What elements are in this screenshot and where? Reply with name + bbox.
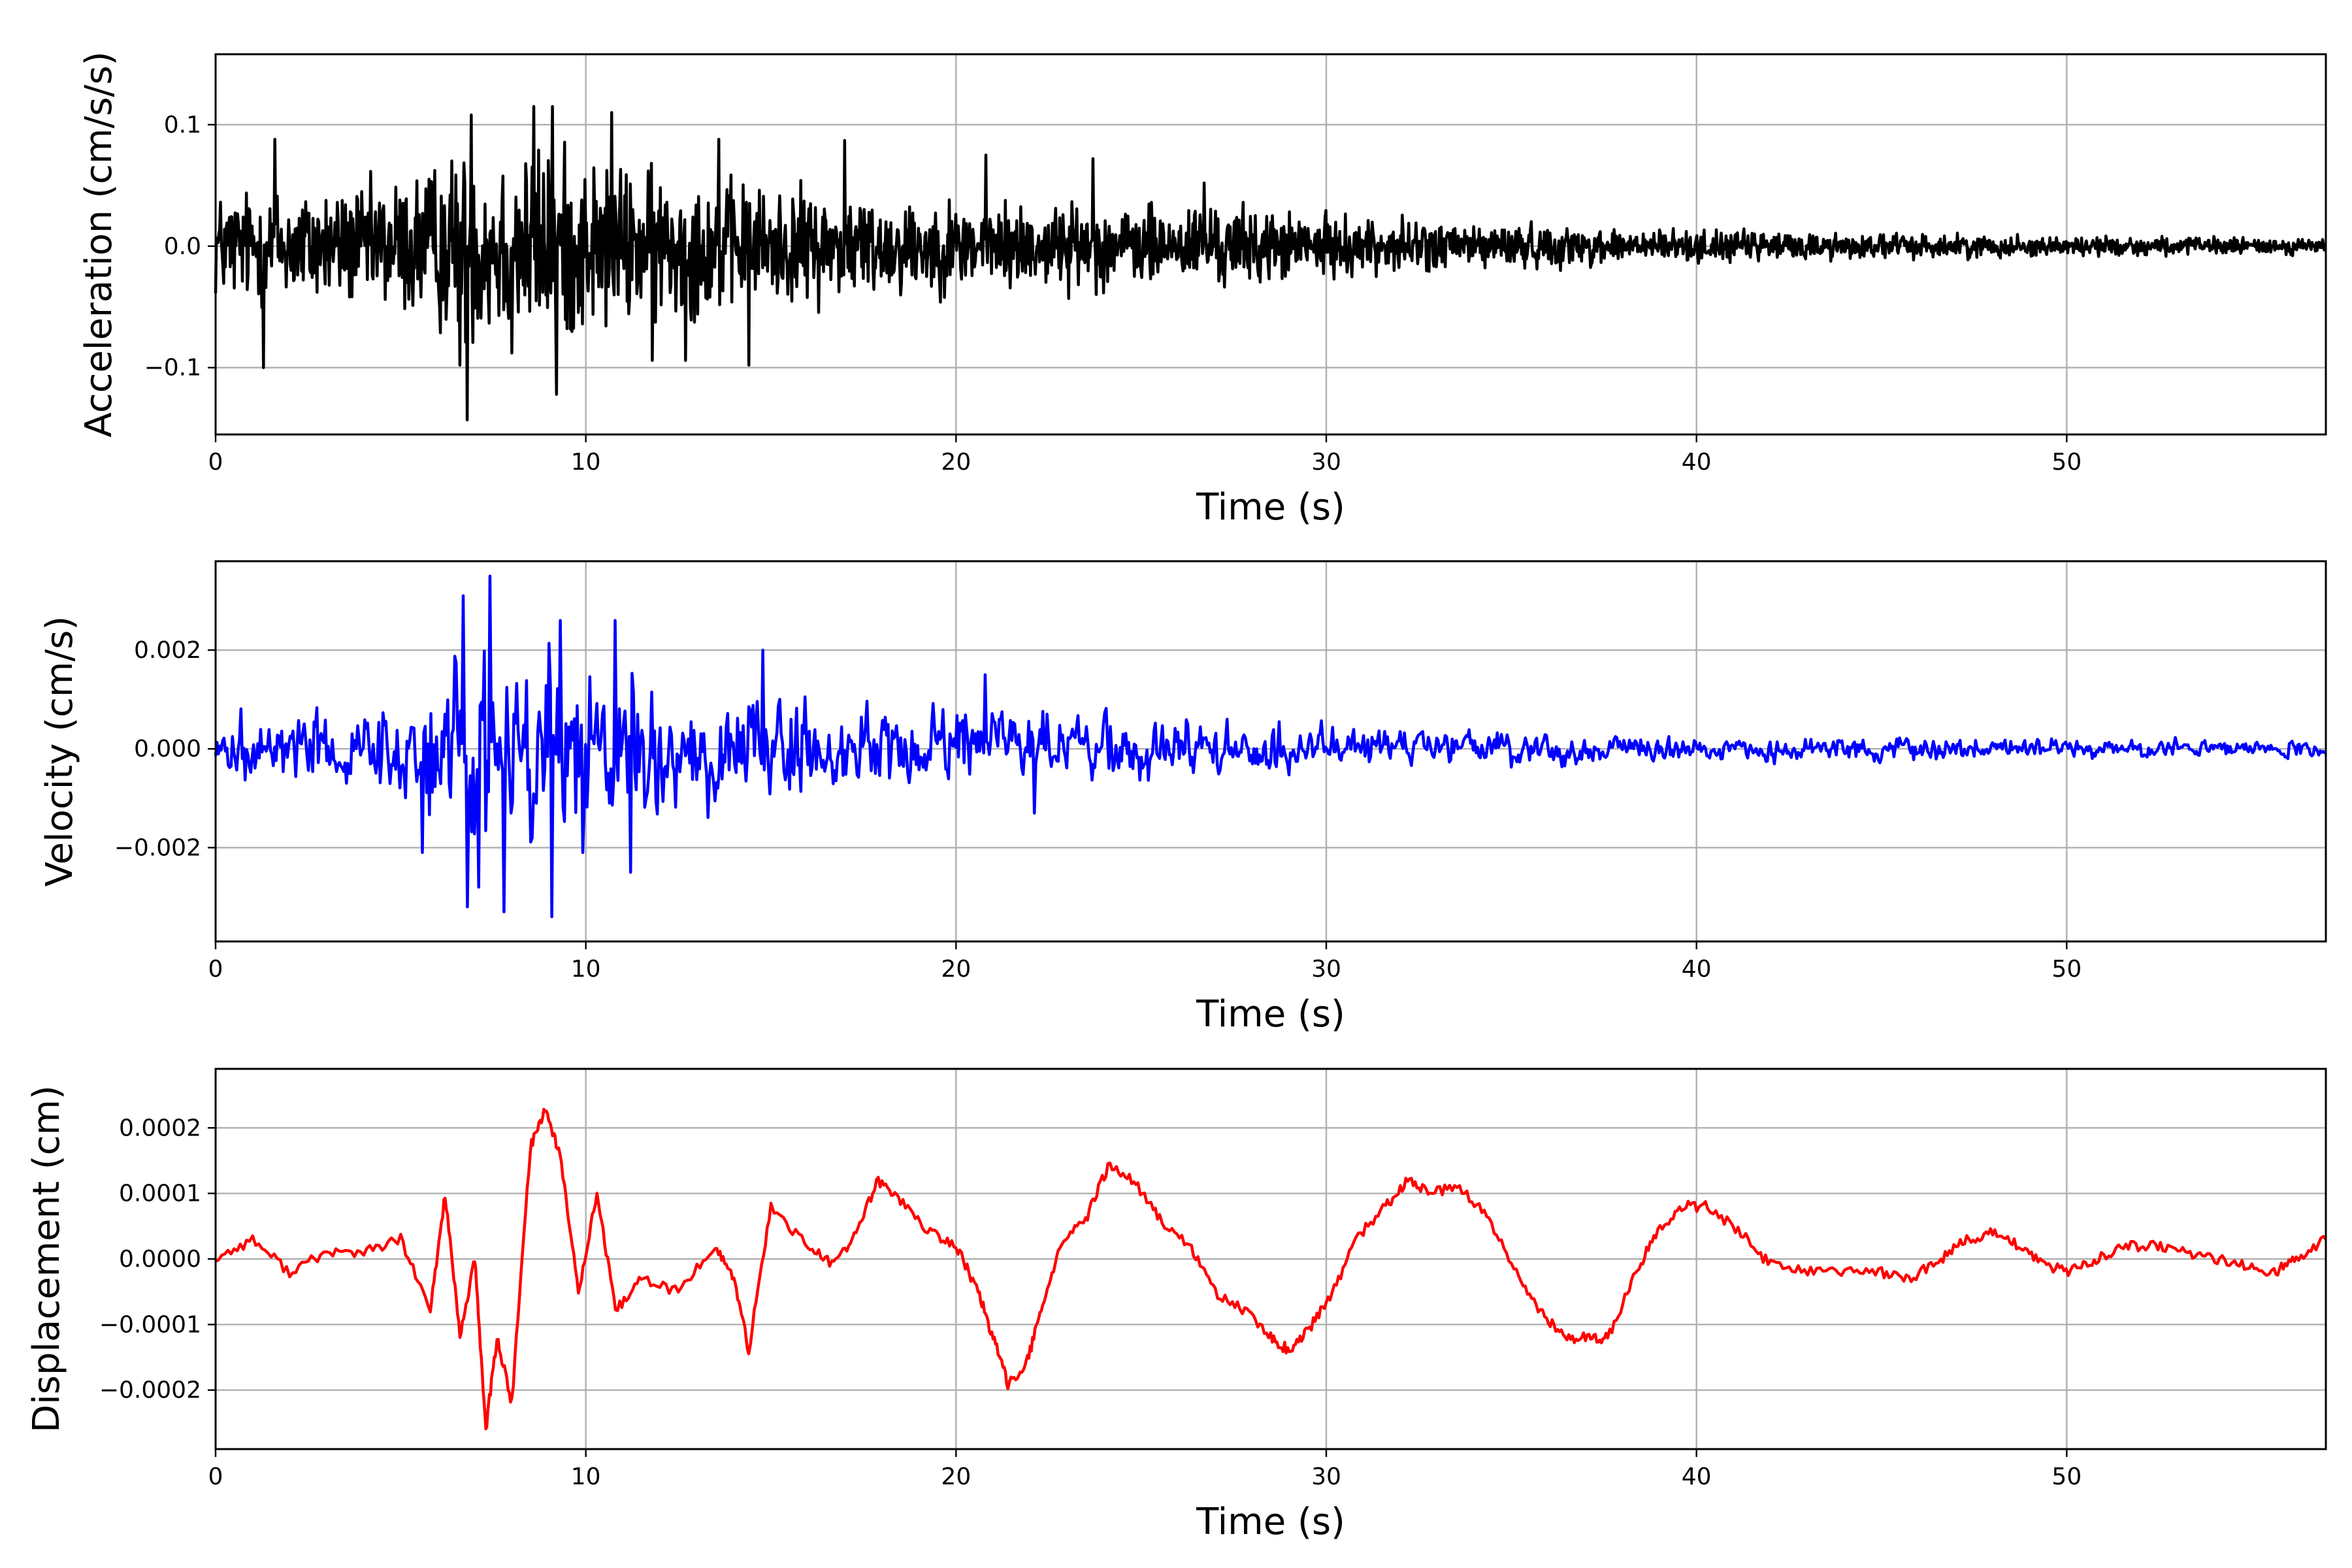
displacement-y-tick-label: −0.0002 [99, 1377, 201, 1404]
displacement-panel: 0 10 20 30 40 50 −0.0002 −0.0001 0.0000 0.0001 0.0… [25, 1068, 2327, 1543]
acceleration-x-tick-label: 50 [2051, 449, 2082, 476]
acceleration-x-tick-label: 30 [1311, 449, 1341, 476]
acceleration-y-axis-label: Acceleration (cm/s/s) [78, 52, 120, 438]
velocity-x-tick-label: 0 [208, 956, 223, 983]
velocity-x-tick-label: 40 [1682, 956, 1712, 983]
acceleration-y-tick-label: 0.1 [164, 112, 201, 139]
displacement-y-axis-label: Displacement (cm) [25, 1085, 68, 1433]
velocity-trace [214, 574, 2327, 919]
velocity-y-tick-label: 0.000 [134, 736, 201, 762]
displacement-x-axis-label: Time (s) [1196, 1501, 1345, 1543]
acceleration-axes-frame [214, 53, 2327, 436]
displacement-y-tick-label: 0.0001 [119, 1181, 201, 1207]
acceleration-x-axis-label: Time (s) [1196, 486, 1345, 529]
velocity-x-tick-label: 50 [2051, 956, 2082, 983]
velocity-x-tick-label: 20 [941, 956, 971, 983]
velocity-y-axis-label: Velocity (cm/s) [39, 616, 81, 887]
acceleration-y-tick-label: −0.1 [144, 355, 201, 382]
displacement-x-tick-label: 50 [2051, 1463, 2082, 1490]
velocity-panel: 0 10 20 30 40 50 −0.002 0.000 0.002 Time (s) Vel… [39, 560, 2327, 1036]
velocity-x-tick-label: 10 [571, 956, 601, 983]
displacement-trace [214, 1107, 2327, 1431]
displacement-grid [216, 1069, 2326, 1449]
displacement-x-tick-label: 40 [1682, 1463, 1712, 1490]
acceleration-x-tick-label: 10 [571, 449, 601, 476]
displacement-x-tick-label: 20 [941, 1463, 971, 1490]
velocity-ticks: 0 10 20 30 40 50 −0.002 0.000 0.002 [114, 637, 2082, 983]
velocity-y-tick-label: −0.002 [114, 834, 201, 861]
displacement-series [214, 1107, 2327, 1431]
acceleration-x-tick-label: 20 [941, 449, 971, 476]
velocity-series [214, 574, 2327, 919]
velocity-x-axis-label: Time (s) [1196, 993, 1345, 1036]
displacement-y-tick-label: −0.0001 [99, 1311, 201, 1338]
displacement-y-tick-label: 0.0002 [119, 1115, 201, 1141]
velocity-y-tick-label: 0.002 [134, 637, 201, 664]
acceleration-trace [214, 105, 2327, 421]
velocity-axes-frame [214, 560, 2327, 943]
acceleration-x-tick-label: 40 [1682, 449, 1712, 476]
acceleration-y-tick-label: 0.0 [164, 233, 201, 260]
displacement-x-tick-label: 10 [571, 1463, 601, 1490]
displacement-ticks: 0 10 20 30 40 50 −0.0002 −0.0001 0.0000 0.0001 0.0… [99, 1115, 2082, 1490]
displacement-x-tick-label: 30 [1311, 1463, 1341, 1490]
displacement-y-tick-label: 0.0000 [119, 1246, 201, 1273]
acceleration-series [214, 105, 2327, 421]
acceleration-ticks: 0 10 20 30 40 50 −0.1 0.0 0.1 [144, 112, 2082, 476]
acceleration-panel: 0 10 20 30 40 50 −0.1 0.0 0.1 Time (s) Accelerat… [78, 52, 2327, 529]
acceleration-x-tick-label: 0 [208, 449, 223, 476]
displacement-x-tick-label: 0 [208, 1463, 223, 1490]
velocity-x-tick-label: 30 [1311, 956, 1341, 983]
